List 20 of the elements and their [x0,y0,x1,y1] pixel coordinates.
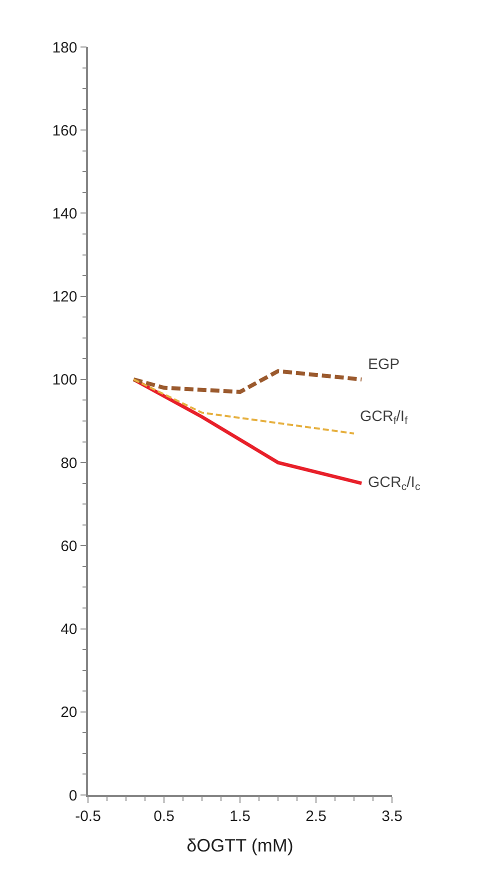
x-tick-label: 2.5 [306,808,326,825]
x-axis-title: δOGTT (mM) [186,835,294,856]
y-tick-label: 120 [52,288,78,306]
x-tick-label: 1.5 [230,808,250,825]
y-tick-label: 160 [52,122,78,140]
y-tick-label: 0 [68,787,78,804]
y-tick-label: 180 [52,39,78,56]
y-tick-label: 80 [60,454,78,472]
x-tick-label: 3.5 [382,808,402,825]
y-tick-label: 40 [60,621,78,638]
y-tick-label: 140 [52,205,78,222]
series-label: EGP [368,356,400,373]
y-tick-label: 20 [60,704,78,722]
line-series [132,369,364,394]
series-label: GCR$_{f}$/I$_{f}$ [360,408,408,428]
x-tick-label: 0.5 [154,808,174,825]
y-tick-label: 60 [60,538,78,555]
series-label: GCR$_{c}$/I$_{c}$ [368,474,420,494]
x-tick-label: -0.5 [75,808,101,825]
y-tick-label: 100 [52,372,78,389]
